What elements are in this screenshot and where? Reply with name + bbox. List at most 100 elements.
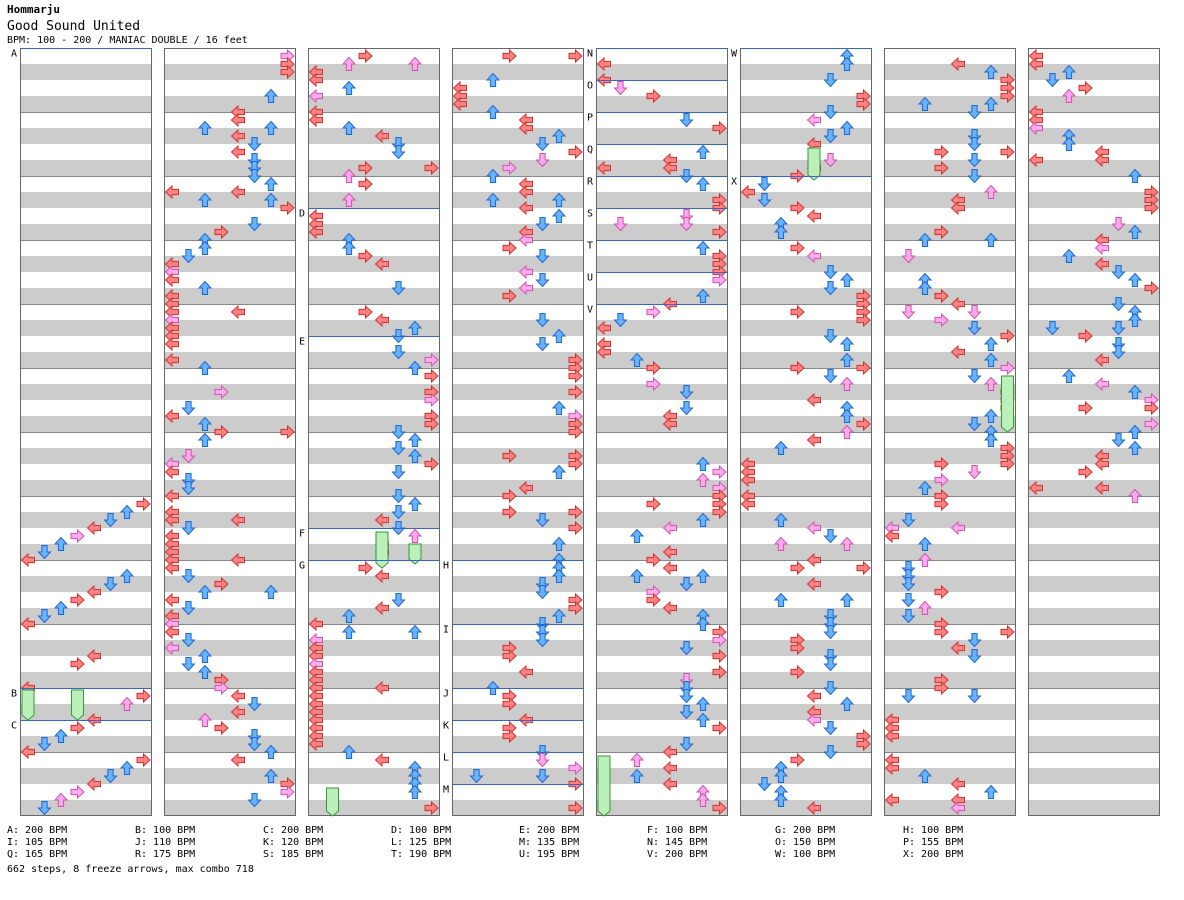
step-arrow: [646, 376, 661, 392]
step-arrow: [712, 800, 727, 816]
step-arrow: [712, 720, 727, 736]
step-arrow: [197, 584, 213, 599]
beat-band: [308, 320, 440, 336]
beat-band: [308, 160, 440, 176]
step-arrow: [901, 689, 916, 704]
step-arrow: [884, 528, 899, 544]
step-arrow: [37, 801, 52, 816]
bpm-marker-label: P: [587, 113, 593, 124]
beat-band: [1028, 672, 1160, 688]
step-arrow: [1127, 272, 1143, 287]
bpm-marker-label: R: [587, 177, 594, 188]
step-arrow: [1094, 480, 1109, 496]
step-arrow: [391, 505, 406, 520]
beat-band: [884, 384, 1016, 400]
step-arrow: [136, 496, 151, 512]
step-arrow: [823, 369, 838, 384]
step-arrow: [679, 217, 694, 232]
beat-band: [884, 608, 1016, 624]
beat-band: [452, 768, 584, 784]
step-arrow: [1000, 328, 1015, 344]
step-arrow: [341, 56, 357, 71]
beat-band: [884, 544, 1016, 560]
step-arrow: [341, 120, 357, 135]
step-arrow: [679, 705, 694, 720]
step-arrow: [823, 681, 838, 696]
step-arrow: [712, 664, 727, 680]
beat-band: [740, 288, 872, 304]
freeze-arrow: [71, 689, 84, 721]
beat-band: [164, 576, 296, 592]
beat-band: [20, 640, 152, 656]
song-artist: Hommarju: [7, 3, 60, 16]
step-arrow: [53, 728, 69, 743]
beat-band: [596, 512, 728, 528]
step-arrow: [1111, 321, 1126, 336]
bpm-legend-entry: A: 200 BPM: [7, 825, 68, 836]
step-arrow: [230, 184, 245, 200]
step-arrow: [407, 320, 423, 335]
step-arrow: [856, 560, 871, 576]
bpm-legend-entry: I: 105 BPM: [7, 837, 68, 848]
step-arrow: [518, 120, 533, 136]
beat-band: [596, 576, 728, 592]
step-arrow: [934, 224, 949, 240]
step-arrow: [568, 520, 583, 536]
step-arrow: [164, 408, 179, 424]
step-arrow: [407, 432, 423, 447]
step-arrow: [280, 64, 295, 80]
step-arrow: [469, 769, 484, 784]
step-arrow: [901, 249, 916, 264]
step-arrow: [934, 584, 949, 600]
bpm-legend-entry: V: 200 BPM: [647, 849, 708, 860]
beat-band: [740, 64, 872, 80]
step-arrow: [917, 552, 933, 567]
step-arrow: [712, 632, 727, 648]
step-arrow: [164, 184, 179, 200]
beat-band: [884, 768, 1016, 784]
bpm-marker-label: F: [299, 529, 305, 540]
step-arrow: [424, 352, 439, 368]
beat-band: [596, 768, 728, 784]
step-arrow: [823, 529, 838, 544]
step-arrow: [407, 624, 423, 639]
step-arrow: [1078, 400, 1093, 416]
beat-band: [596, 416, 728, 432]
beat-band: [20, 512, 152, 528]
beat-band: [308, 512, 440, 528]
step-arrow: [679, 641, 694, 656]
step-arrow: [181, 657, 196, 672]
step-arrow: [518, 480, 533, 496]
step-arrow: [1094, 152, 1109, 168]
beat-band: [20, 256, 152, 272]
step-arrow: [839, 336, 855, 351]
bpm-marker-label: H: [443, 561, 449, 572]
bpm-marker-label: U: [587, 273, 593, 284]
step-arrow: [391, 281, 406, 296]
step-arrow: [695, 792, 711, 807]
step-arrow: [646, 360, 661, 376]
step-arrow: [502, 728, 517, 744]
step-arrow: [341, 624, 357, 639]
beat-band: [164, 224, 296, 240]
step-arrow: [568, 424, 583, 440]
beat-band: [596, 128, 728, 144]
beat-band: [164, 352, 296, 368]
step-arrow: [823, 329, 838, 344]
step-arrow: [901, 609, 916, 624]
step-arrow: [1028, 56, 1043, 72]
step-arrow: [358, 304, 373, 320]
beat-band: [308, 256, 440, 272]
step-arrow: [103, 769, 118, 784]
step-arrow: [164, 488, 179, 504]
beat-band: [596, 192, 728, 208]
beat-band: [596, 224, 728, 240]
step-arrow: [983, 96, 999, 111]
step-arrow: [119, 504, 135, 519]
beat-band: [452, 448, 584, 464]
step-arrow: [983, 232, 999, 247]
beat-band: [164, 384, 296, 400]
step-arrow: [712, 120, 727, 136]
step-arrow: [197, 648, 213, 663]
step-arrow: [839, 408, 855, 423]
